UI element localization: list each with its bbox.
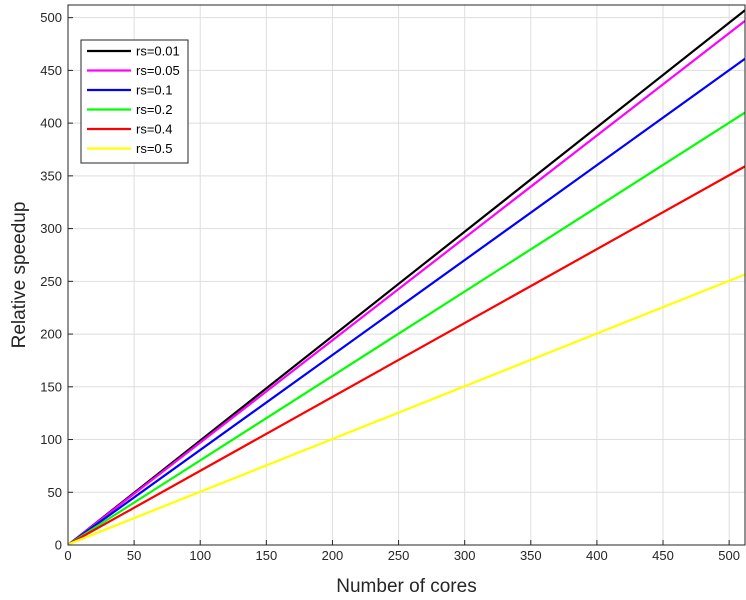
legend-label: rs=0.01 — [136, 44, 180, 59]
y-tick-label: 0 — [55, 538, 62, 553]
series-line-rs=0.01 — [68, 9, 746, 545]
axis-ticks: 0 50 100 150 200 250 300 350 400 450 500 0 50 100 150 2… — [40, 10, 740, 563]
x-tick-label: 300 — [454, 548, 476, 563]
y-tick-label: 150 — [40, 379, 62, 394]
y-tick-label: 300 — [40, 221, 62, 236]
legend-label: rs=0.2 — [136, 102, 173, 117]
plot-frame — [67, 4, 746, 546]
y-tick-label: 200 — [40, 327, 62, 342]
x-tick-label: 200 — [322, 548, 344, 563]
legend-label: rs=0.4 — [136, 122, 173, 137]
y-tick-label: 500 — [40, 10, 62, 25]
y-tick-label: 450 — [40, 63, 62, 78]
series-line-rs=0.1 — [68, 57, 746, 545]
x-tick-label: 50 — [127, 548, 141, 563]
x-tick-label: 100 — [189, 548, 211, 563]
y-tick-label: 50 — [48, 485, 62, 500]
y-tick-label: 350 — [40, 168, 62, 183]
series-lines — [68, 9, 746, 545]
y-tick-label: 100 — [40, 432, 62, 447]
series-line-rs=0.2 — [68, 111, 746, 545]
series-line-rs=0.5 — [68, 273, 746, 545]
x-tick-label: 500 — [718, 548, 740, 563]
x-tick-label: 400 — [586, 548, 608, 563]
y-tick-label: 250 — [40, 274, 62, 289]
series-line-rs=0.05 — [68, 19, 746, 545]
x-tick-label: 250 — [388, 548, 410, 563]
legend: rs=0.01 rs=0.05 rs=0.1 rs=0.2 rs=0.4 rs=0.5 — [80, 39, 189, 164]
x-tick-label: 150 — [255, 548, 277, 563]
legend-box — [80, 39, 189, 164]
series-line-rs=0.4 — [68, 165, 746, 545]
y-axis-title: Relative speedup — [9, 202, 30, 349]
legend-label: rs=0.05 — [136, 63, 180, 78]
legend-label: rs=0.5 — [136, 141, 173, 156]
x-axis-title: Number of cores — [336, 576, 476, 597]
x-tick-label: 450 — [652, 548, 674, 563]
x-tick-label: 350 — [520, 548, 542, 563]
y-tick-label: 400 — [40, 116, 62, 131]
x-tick-label: 0 — [64, 548, 71, 563]
legend-label: rs=0.1 — [136, 83, 173, 98]
